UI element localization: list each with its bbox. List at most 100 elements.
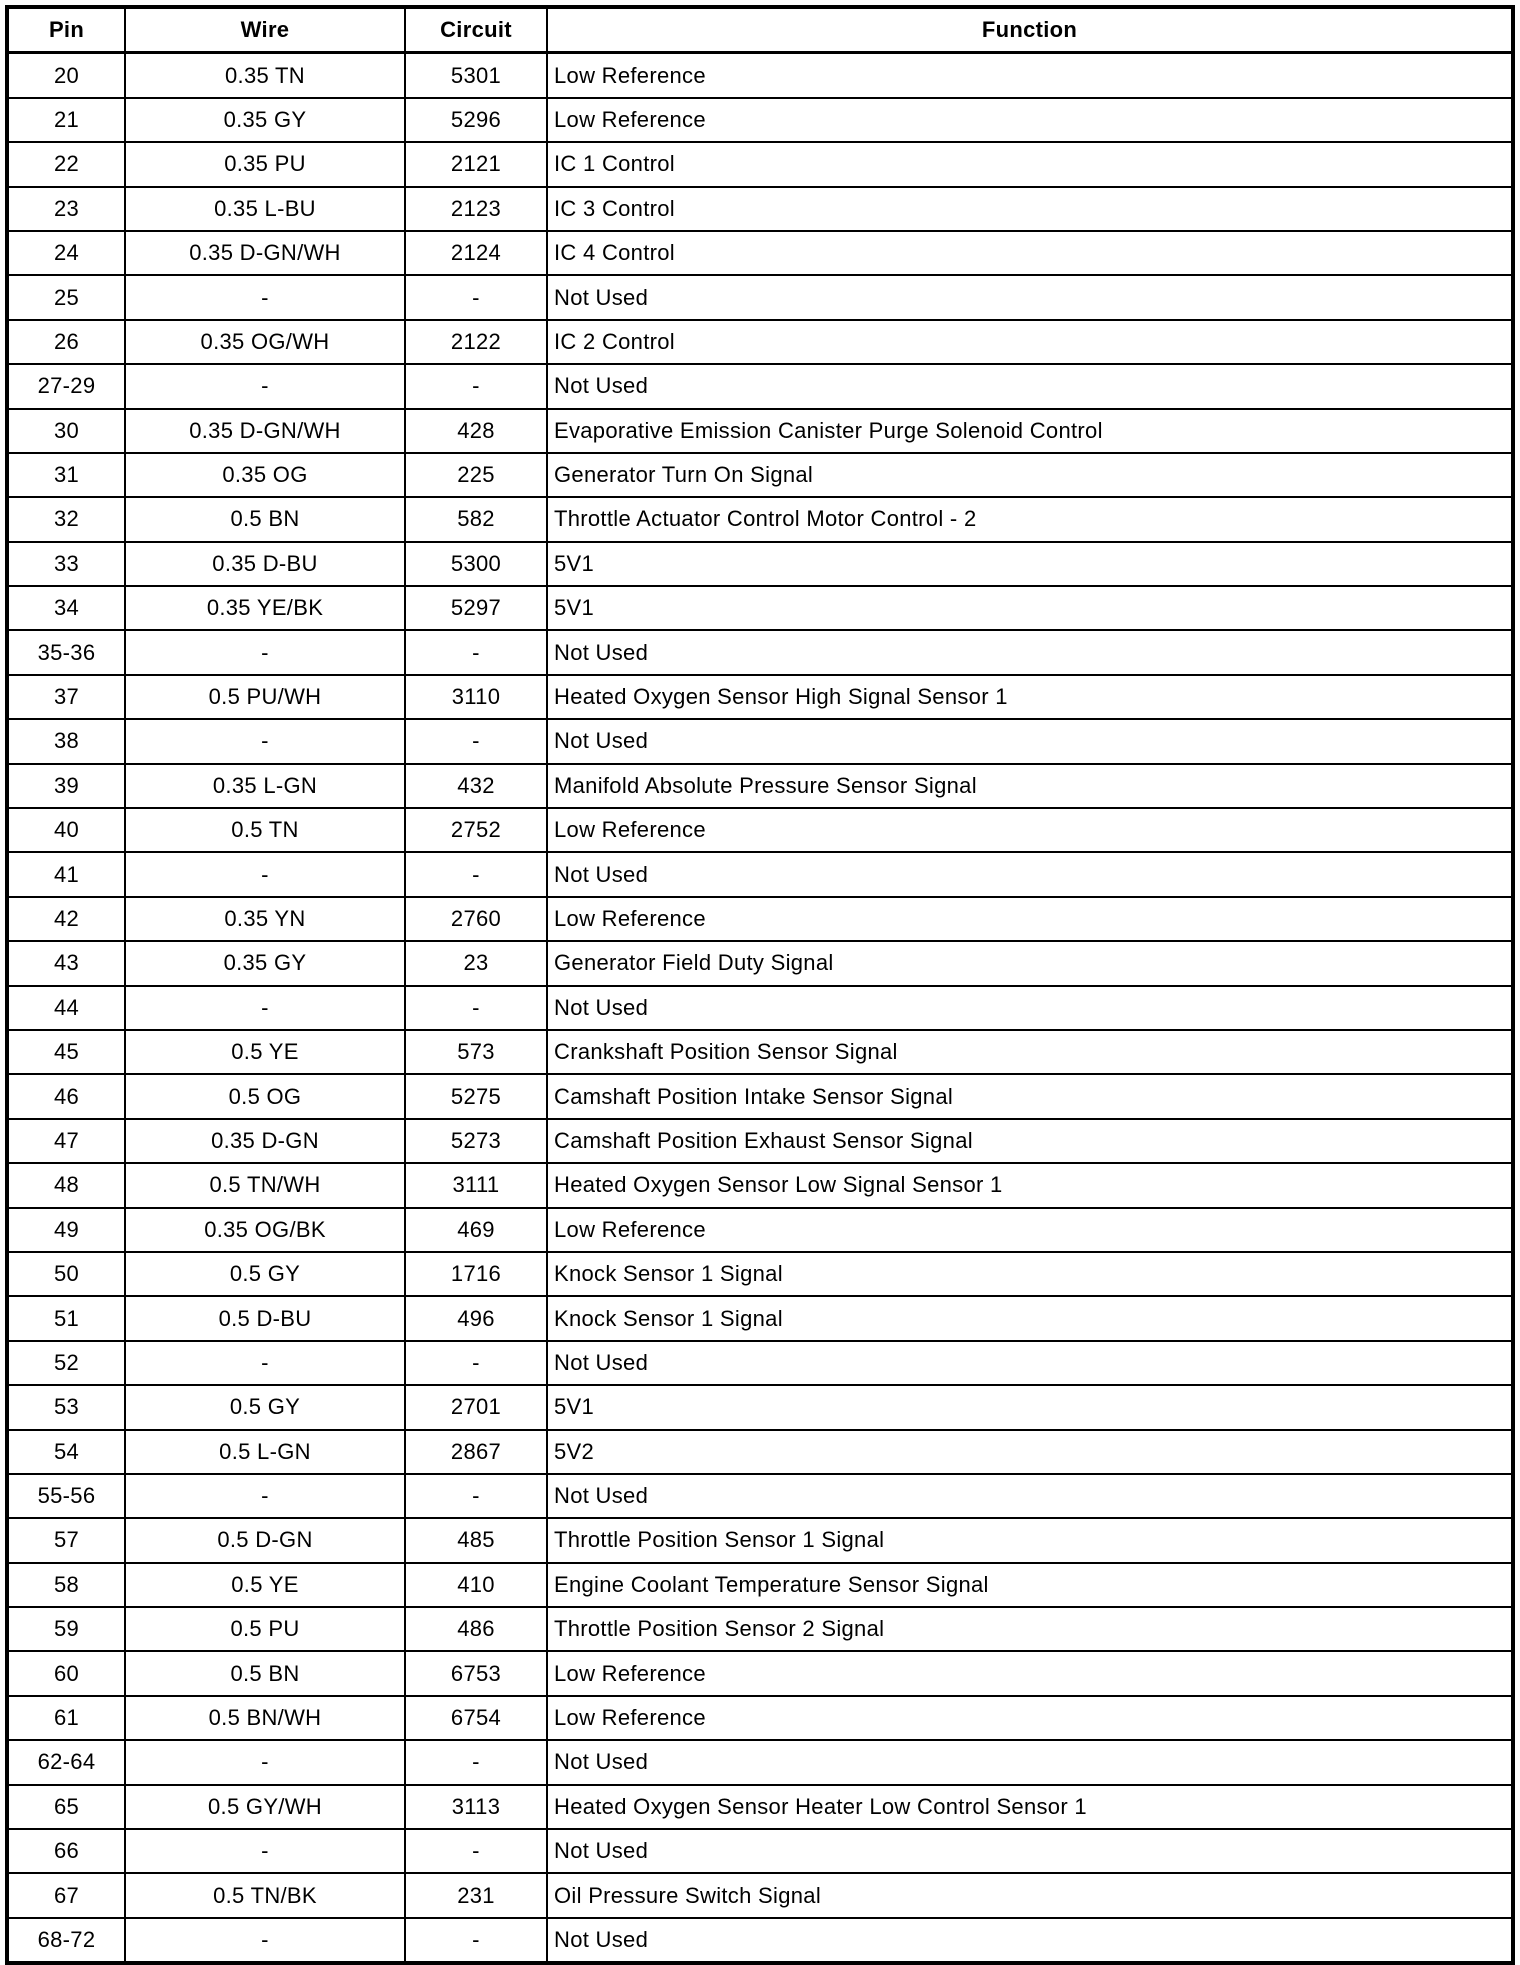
function-cell: Crankshaft Position Sensor Signal [546,1028,1514,1076]
pin-cell: 45 [6,1028,126,1076]
circuit-cell: 5297 [404,585,548,632]
table-row: 60 0.5 BN 6753 Low Reference [6,1650,1514,1697]
circuit-cell: 410 [404,1561,548,1609]
circuit-cell: 573 [404,1028,548,1076]
pin-cell: 40 [6,807,126,854]
header-circuit: Circuit [404,6,548,55]
circuit-cell: 432 [404,762,548,810]
wire-cell: 0.35 D-GN/WH [124,229,406,277]
table-row: 50 0.5 GY 1716 Knock Sensor 1 Signal [6,1250,1514,1298]
circuit-cell: 428 [404,407,548,454]
table-row: 52- - Not Used [6,1339,1514,1387]
table-row: 23 0.35 L-BU 2123 IC 3 Control [6,185,1514,232]
pin-cell: 43 [6,940,126,987]
circuit-cell: 469 [404,1206,548,1253]
wire-cell: 0.5 GY [124,1384,406,1431]
pin-cell: 44 [6,984,126,1031]
table-row: 51 0.5 D-BU 496 Knock Sensor 1 Signal [6,1295,1514,1342]
function-cell: Oil Pressure Switch Signal [546,1872,1514,1919]
wire-cell: 0.5 D-BU [124,1295,406,1342]
wire-cell: 0.5 OG [124,1073,406,1120]
table-row: 22 0.35 PU 2121 IC 1 Control [6,141,1514,188]
table-row: 43 0.35 GY 23 Generator Field Duty Signal [6,940,1514,987]
pin-cell: 32 [6,496,126,543]
pin-cell: 41 [6,851,126,898]
wire-cell: - [124,1916,406,1965]
table-row: 32 0.5 BN 582 Throttle Actuator Control Mot… [6,496,1514,543]
wire-cell: - [124,1472,406,1520]
circuit-cell: 2752 [404,807,548,854]
pin-cell: 53 [6,1384,126,1431]
function-cell: Low Reference [546,807,1514,854]
circuit-cell: 3113 [404,1783,548,1831]
circuit-cell: 582 [404,496,548,543]
pin-cell: 38 [6,718,126,765]
table-row: 61 0.5 BN/WH 6754 Low Reference [6,1694,1514,1742]
header-wire: Wire [124,6,406,55]
wire-cell: 0.35 D-GN/WH [124,407,406,454]
table-row: 25- - Not Used [6,274,1514,321]
function-cell: 5V1 [546,585,1514,632]
function-cell: Low Reference [546,51,1514,99]
function-cell: Not Used [546,851,1514,898]
function-cell: Not Used [546,274,1514,321]
table-row: 31 0.35 OG 225 Generator Turn On Signal [6,451,1514,499]
table-row: 33 0.35 D-BU 5300 5V1 [6,540,1514,588]
circuit-cell: 6753 [404,1650,548,1697]
function-cell: Not Used [546,1472,1514,1520]
pin-cell: 23 [6,185,126,232]
wire-cell: 0.5 GY [124,1250,406,1298]
circuit-cell: 5275 [404,1073,548,1120]
wire-cell: 0.35 TN [124,51,406,99]
circuit-cell: 485 [404,1517,548,1564]
circuit-cell: 2760 [404,895,548,943]
wire-cell: 0.5 YE [124,1561,406,1609]
pin-cell: 52 [6,1339,126,1387]
function-cell: Low Reference [546,1206,1514,1253]
pin-cell: 51 [6,1295,126,1342]
wire-cell: - [124,363,406,410]
circuit-cell: - [404,629,548,676]
table-row: 66- - Not Used [6,1828,1514,1875]
pin-cell: 46 [6,1073,126,1120]
pin-cell: 62-64 [6,1739,126,1786]
function-cell: Heated Oxygen Sensor High Signal Sensor … [546,673,1514,721]
wire-cell: - [124,851,406,898]
function-cell: Heated Oxygen Sensor Heater Low Control … [546,1783,1514,1831]
function-cell: Not Used [546,363,1514,410]
pin-cell: 59 [6,1606,126,1653]
function-cell: Not Used [546,1339,1514,1387]
pin-cell: 37 [6,673,126,721]
table-row: 27-29- - Not Used [6,363,1514,410]
table-row: 42 0.35 YN 2760 Low Reference [6,895,1514,943]
wire-cell: 0.5 BN/WH [124,1694,406,1742]
circuit-cell: - [404,718,548,765]
wire-cell: 0.35 PU [124,141,406,188]
circuit-cell: 2867 [404,1428,548,1475]
wire-cell: 0.5 TN [124,807,406,854]
wire-cell: 0.35 OG/WH [124,318,406,366]
circuit-cell: 2121 [404,141,548,188]
function-cell: Throttle Actuator Control Motor Control … [546,496,1514,543]
function-cell: Not Used [546,984,1514,1031]
function-cell: Camshaft Position Intake Sensor Signal [546,1073,1514,1120]
pin-cell: 34 [6,585,126,632]
table-row: 55-56- - Not Used [6,1472,1514,1520]
table-row: 34 0.35 YE/BK 5297 5V1 [6,585,1514,632]
pin-cell: 35-36 [6,629,126,676]
table-row: 39 0.35 L-GN 432 Manifold Absolute Pressure… [6,762,1514,810]
function-cell: IC 4 Control [546,229,1514,277]
function-cell: Not Used [546,1739,1514,1786]
table-row: 40 0.5 TN 2752 Low Reference [6,807,1514,854]
wire-cell: 0.5 D-GN [124,1517,406,1564]
wire-cell: - [124,1739,406,1786]
wire-cell: - [124,1339,406,1387]
circuit-cell: 3111 [404,1162,548,1209]
pinout-table: Pin Wire Circuit Function 20 0.35 TN 5301 L… [5,5,1515,1965]
circuit-cell: 5273 [404,1117,548,1165]
function-cell: 5V2 [546,1428,1514,1475]
pin-cell: 50 [6,1250,126,1298]
function-cell: 5V1 [546,1384,1514,1431]
pin-cell: 26 [6,318,126,366]
table-row: 38- - Not Used [6,718,1514,765]
